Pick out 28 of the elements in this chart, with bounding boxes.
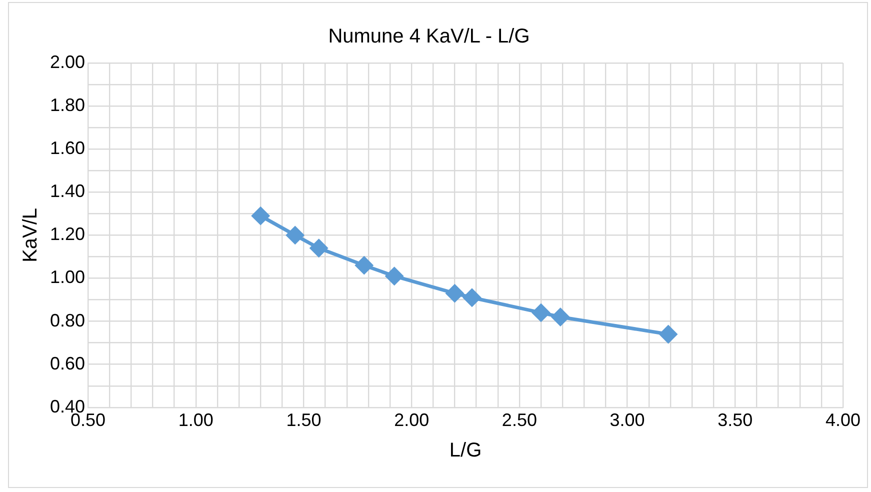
x-tick-label: 2.00 xyxy=(394,410,430,430)
point xyxy=(355,256,373,274)
y-axis-title: KaV/L xyxy=(20,208,42,262)
x-axis-title: L/G xyxy=(449,440,482,462)
x-tick-label: 1.50 xyxy=(286,410,322,430)
y-tick-label: 1.60 xyxy=(50,138,86,158)
x-tick-label: 4.00 xyxy=(825,410,861,430)
x-tick-label: 3.00 xyxy=(610,410,645,430)
y-tick-label: 1.80 xyxy=(50,95,86,116)
x-tick-label: 2.50 xyxy=(502,410,537,430)
point xyxy=(660,325,678,343)
point xyxy=(386,267,404,285)
y-tick-label: 0.80 xyxy=(50,310,86,330)
x-tick-label: 3.50 xyxy=(718,410,753,430)
point xyxy=(310,239,328,257)
y-tick-label: 1.20 xyxy=(50,224,86,244)
point xyxy=(446,284,464,302)
point xyxy=(552,308,570,326)
point xyxy=(532,304,550,322)
chart-title: Numune 4 KaV/L - L/G xyxy=(328,26,530,48)
y-tick-label: 1.00 xyxy=(50,267,86,288)
y-tick-label: 2.00 xyxy=(50,52,86,72)
y-tick-label: 0.60 xyxy=(50,353,86,374)
point xyxy=(463,288,481,306)
x-tick-label: 1.00 xyxy=(178,410,214,430)
point xyxy=(286,226,304,244)
point xyxy=(252,207,270,225)
y-tick-label: 1.40 xyxy=(50,181,86,202)
